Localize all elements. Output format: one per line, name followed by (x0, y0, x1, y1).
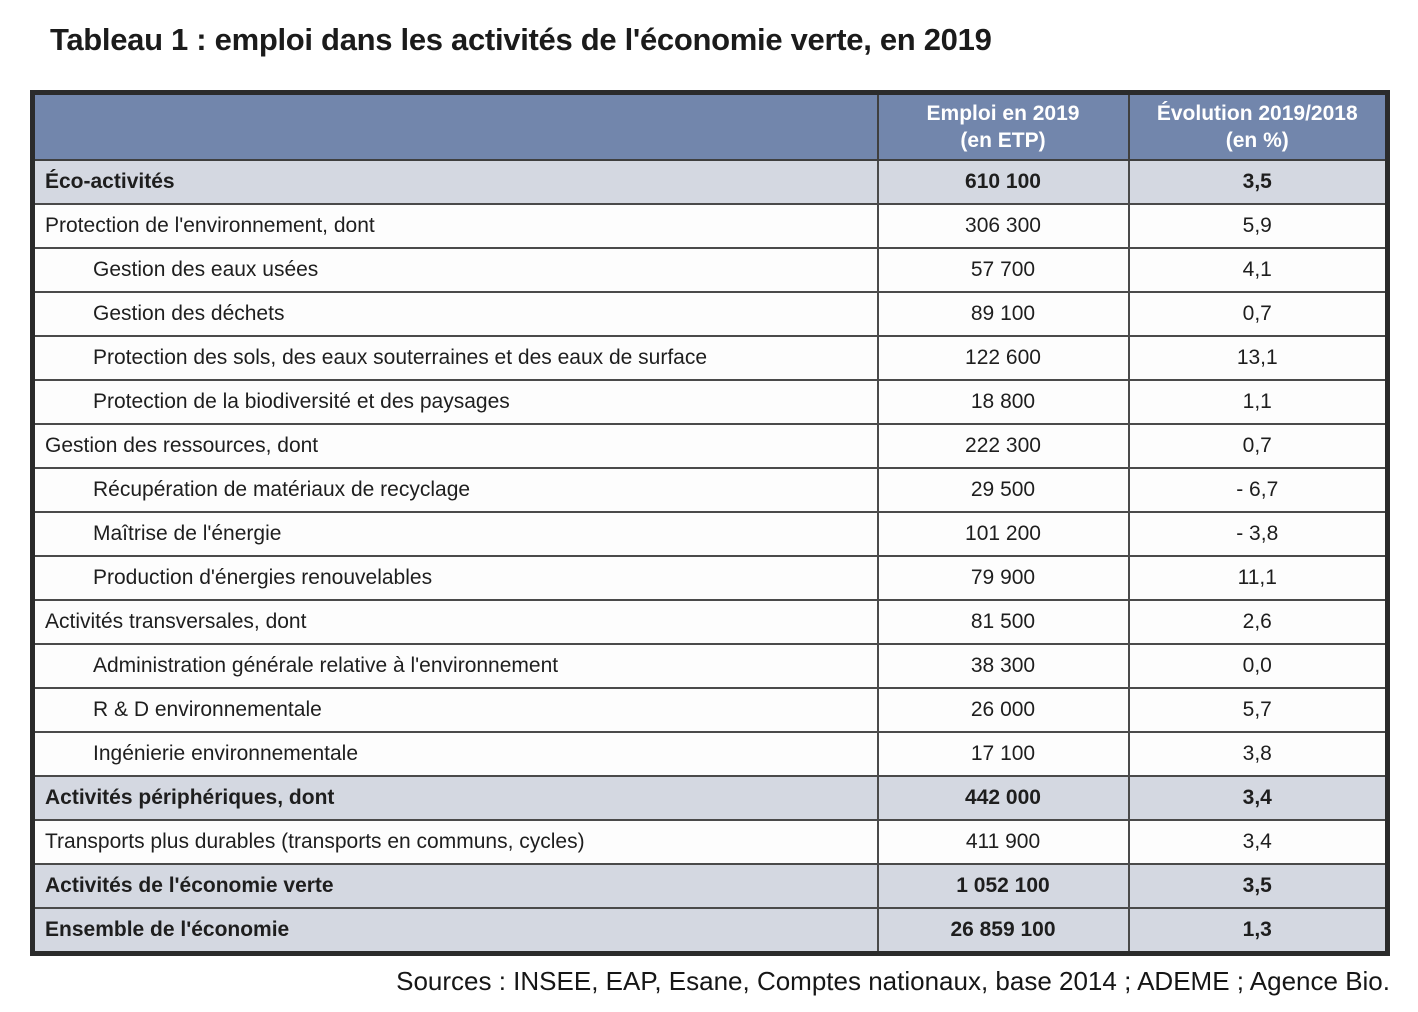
row-value-employment: 101 200 (876, 511, 1130, 557)
row-label: Activités transversales, dont (31, 599, 879, 645)
header-evolution-line2: (en %) (1225, 129, 1289, 152)
row-value-employment: 17 100 (876, 731, 1130, 777)
row-label: Activités périphériques, dont (31, 775, 879, 821)
table-row: Activités transversales, dont 81 500 2,6 (31, 599, 1389, 645)
row-value-employment: 38 300 (876, 643, 1130, 689)
row-value-evolution: 13,1 (1127, 335, 1389, 381)
row-value-employment: 122 600 (876, 335, 1130, 381)
row-label: Maîtrise de l'énergie (31, 511, 879, 557)
row-value-evolution: 3,4 (1127, 775, 1389, 821)
table-row: Gestion des eaux usées 57 700 4,1 (31, 247, 1389, 293)
row-value-evolution: - 3,8 (1127, 511, 1389, 557)
row-value-employment: 442 000 (876, 775, 1130, 821)
row-value-evolution: 5,7 (1127, 687, 1389, 733)
row-value-employment: 89 100 (876, 291, 1130, 337)
header-employment-line2: (en ETP) (960, 129, 1046, 152)
row-value-evolution: 0,7 (1127, 291, 1389, 337)
table-row: Maîtrise de l'énergie 101 200- 3,8 (31, 511, 1389, 557)
table-row: Activités périphériques, dont 442 000 3,4 (31, 775, 1389, 821)
table-row: Production d'énergies renouvelables 79 90… (31, 555, 1389, 601)
row-value-evolution: 1,3 (1127, 907, 1389, 955)
row-label: Production d'énergies renouvelables (31, 555, 879, 601)
header-cell-label (31, 91, 879, 161)
header-evolution-line1: Évolution 2019/2018 (1156, 101, 1358, 125)
table-row: Protection des sols, des eaux souterrain… (31, 335, 1389, 381)
row-value-evolution: 3,5 (1127, 863, 1389, 909)
row-value-employment: 1 052 100 (876, 863, 1130, 909)
row-value-employment: 81 500 (876, 599, 1130, 645)
table-row: Protection de la biodiversité et des pay… (31, 379, 1389, 425)
row-value-employment: 57 700 (876, 247, 1130, 293)
row-value-employment: 306 300 (876, 203, 1130, 249)
header-cell-evolution: Évolution 2019/2018 (en %) (1127, 91, 1389, 161)
header-row: Emploi en 2019 (en ETP) Évolution 2019/2… (31, 91, 1389, 161)
row-value-evolution: 3,8 (1127, 731, 1389, 777)
row-label: R & D environnementale (31, 687, 879, 733)
source-note: Sources : INSEE, EAP, Esane, Comptes nat… (396, 966, 1390, 996)
row-label: Transports plus durables (transports en … (31, 819, 879, 865)
row-label: Récupération de matériaux de recyclage (31, 467, 879, 513)
row-label: Gestion des déchets (31, 291, 879, 337)
row-label: Protection des sols, des eaux souterrain… (31, 335, 879, 381)
row-value-employment: 18 800 (876, 379, 1130, 425)
table-row: Récupération de matériaux de recyclage 29… (31, 467, 1389, 513)
row-label: Protection de la biodiversité et des pay… (31, 379, 879, 425)
table-row: Activités de l'économie verte 1 052 100 3,… (31, 863, 1389, 909)
row-value-evolution: 1,1 (1127, 379, 1389, 425)
employment-table: Emploi en 2019 (en ETP) Évolution 2019/2… (30, 90, 1390, 956)
row-value-employment: 26 859 100 (876, 907, 1130, 955)
header-cell-employment: Emploi en 2019 (en ETP) (876, 91, 1130, 161)
row-label: Administration générale relative à l'env… (31, 643, 879, 689)
row-value-evolution: 3,4 (1127, 819, 1389, 865)
table-row: Gestion des ressources, dont 222 300 0,7 (31, 423, 1389, 469)
row-value-employment: 79 900 (876, 555, 1130, 601)
row-value-employment: 26 000 (876, 687, 1130, 733)
table-row: Protection de l'environnement, dont 306 3… (31, 203, 1389, 249)
row-label: Gestion des eaux usées (31, 247, 879, 293)
row-value-evolution: 11,1 (1127, 555, 1389, 601)
row-label: Ingénierie environnementale (31, 731, 879, 777)
row-label: Activités de l'économie verte (31, 863, 879, 909)
row-value-employment: 222 300 (876, 423, 1130, 469)
row-value-evolution: 2,6 (1127, 599, 1389, 645)
table-row: R & D environnementale 26 000 5,7 (31, 687, 1389, 733)
row-value-employment: 411 900 (876, 819, 1130, 865)
row-label: Gestion des ressources, dont (31, 423, 879, 469)
table-row: Ingénierie environnementale 17 100 3,8 (31, 731, 1389, 777)
row-value-evolution: 4,1 (1127, 247, 1389, 293)
header-employment-line1: Emploi en 2019 (926, 101, 1080, 125)
row-value-evolution: 0,7 (1127, 423, 1389, 469)
row-value-employment: 29 500 (876, 467, 1130, 513)
row-label: Protection de l'environnement, dont (31, 203, 879, 249)
table-body: Éco-activités 610 100 3,5 Protection de l'e… (31, 159, 1389, 955)
page-title: Tableau 1 : emploi dans les activités de… (50, 22, 992, 57)
table-row: Administration générale relative à l'env… (31, 643, 1389, 689)
table-row: Ensemble de l'économie 26 859 100 1,3 (31, 907, 1389, 955)
row-value-evolution: 3,5 (1127, 159, 1389, 205)
row-value-evolution: 5,9 (1127, 203, 1389, 249)
row-value-employment: 610 100 (876, 159, 1130, 205)
row-label: Ensemble de l'économie (31, 907, 879, 955)
table-row: Transports plus durables (transports en … (31, 819, 1389, 865)
row-value-evolution: - 6,7 (1127, 467, 1389, 513)
row-value-evolution: 0,0 (1127, 643, 1389, 689)
table-row: Gestion des déchets 89 100 0,7 (31, 291, 1389, 337)
table-row: Éco-activités 610 100 3,5 (31, 159, 1389, 205)
employment-table-container: Emploi en 2019 (en ETP) Évolution 2019/2… (30, 90, 1390, 956)
row-label: Éco-activités (31, 159, 879, 205)
table-header: Emploi en 2019 (en ETP) Évolution 2019/2… (31, 91, 1389, 161)
